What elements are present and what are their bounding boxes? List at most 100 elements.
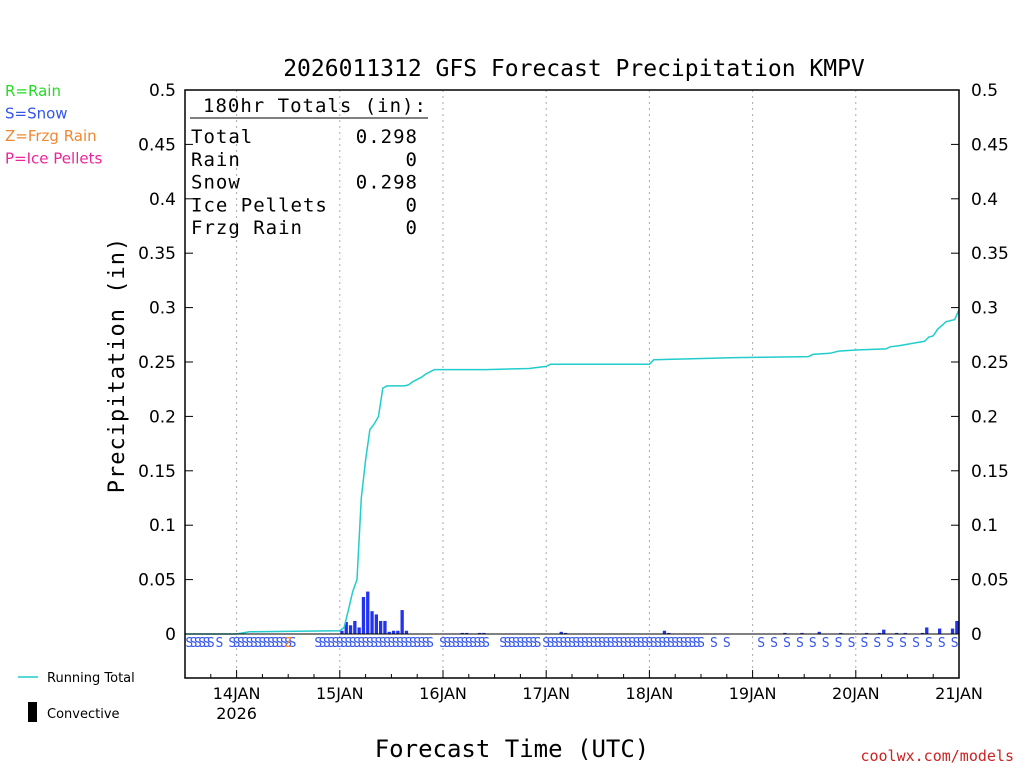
grid: [236, 90, 857, 678]
snow-mark: S: [319, 636, 327, 651]
snow-mark: S: [392, 636, 400, 651]
snow-mark: S: [581, 636, 589, 651]
hourly-bars: [340, 591, 959, 634]
totals-row-value: 0: [406, 149, 418, 171]
snow-mark: S: [443, 636, 451, 651]
snow-mark: S: [387, 636, 395, 651]
snow-mark: S: [848, 636, 856, 651]
precip-bar: [882, 629, 886, 634]
snow-mark: S: [258, 636, 266, 651]
precip-bar: [925, 627, 929, 634]
snow-mark: S: [284, 636, 292, 651]
snow-mark: S: [564, 636, 572, 651]
convective-legend-swatch: [28, 702, 37, 722]
snow-mark: S: [633, 636, 641, 651]
snow-mark: S: [482, 636, 490, 651]
snow-mark: S: [688, 636, 696, 651]
precip-bar: [400, 610, 404, 634]
snow-mark: S: [340, 636, 348, 651]
y-ticks: 0 00.05 0.050.1 0.10.15 0.150.2 0.20.25 0.250.…: [138, 81, 1009, 645]
snow-mark: S: [796, 636, 804, 651]
snow-mark: S: [925, 636, 933, 651]
snow-mark: S: [349, 636, 357, 651]
snow-mark: S: [250, 636, 258, 651]
snow-mark: S: [951, 636, 959, 651]
snow-mark: S: [362, 636, 370, 651]
snow-mark: S: [886, 636, 894, 651]
snow-mark: S: [190, 636, 198, 651]
type-legend-item: P=Ice Pellets: [5, 150, 102, 168]
snow-mark: S: [547, 636, 555, 651]
snow-mark: S: [461, 636, 469, 651]
snow-mark: S: [641, 636, 649, 651]
snow-mark: S: [899, 636, 907, 651]
snow-mark: S: [658, 636, 666, 651]
snow-mark: S: [624, 636, 632, 651]
snow-mark: S: [938, 636, 946, 651]
y-tick-label-right: 0.1: [971, 516, 998, 536]
precip-bar: [667, 632, 671, 634]
type-legend-item: S=Snow: [5, 105, 68, 123]
precip-bar: [366, 591, 370, 634]
totals-row-value: 0.298: [356, 126, 418, 148]
snow-mark: S: [448, 636, 456, 651]
x-tick-label: 18JAN: [626, 684, 674, 703]
snow-mark: S: [555, 636, 563, 651]
plot-frame: [184, 89, 960, 679]
snow-mark: S: [615, 636, 623, 651]
snow-mark: S: [289, 636, 297, 651]
precip-bar: [348, 625, 353, 634]
precip-bar: [938, 628, 942, 634]
snow-mark: S: [409, 636, 417, 651]
snow-mark: S: [757, 636, 765, 651]
snow-mark: S: [783, 636, 791, 651]
snow-mark: S: [332, 636, 340, 651]
y-tick-label-left: 0.05: [138, 571, 176, 591]
precip-bar: [344, 622, 348, 634]
precip-type-legend: R=Rain S=Snow Z=Frzg Rain P=Ice Pellets: [5, 82, 102, 168]
snow-mark: S: [809, 636, 817, 651]
snow-mark: S: [499, 636, 507, 651]
snow-mark: S: [375, 636, 383, 651]
snow-mark: S: [516, 636, 524, 651]
snow-mark: S: [185, 636, 193, 651]
totals-row-label: Rain: [191, 149, 241, 171]
snow-mark: S: [667, 636, 675, 651]
y-tick-label-right: 0.45: [971, 135, 1009, 155]
precip-bar: [357, 627, 361, 634]
snow-mark: S: [426, 636, 434, 651]
x-tick-label: 17JAN: [522, 684, 570, 703]
snow-mark: S: [267, 636, 275, 651]
totals-row-value: 0: [406, 217, 418, 239]
totals-header: 180hr Totals (in):: [203, 95, 427, 117]
x-tick-label: 19JAN: [729, 684, 777, 703]
precip-bar: [817, 631, 821, 634]
snow-mark: S: [478, 636, 486, 651]
precip-bar: [477, 632, 482, 634]
snow-mark: S: [529, 636, 537, 651]
convective-legend-label: Convective: [47, 707, 120, 722]
snow-mark: S: [822, 636, 830, 651]
snow-mark: S: [203, 636, 211, 651]
y-tick-label-right: 0.25: [971, 353, 1009, 373]
x-tick-label: 16JAN: [419, 684, 467, 703]
snow-mark: S: [671, 636, 679, 651]
y-tick-label-left: 0.45: [138, 135, 176, 155]
y-tick-label-left: 0.4: [149, 190, 176, 210]
snow-mark: S: [602, 636, 610, 651]
snow-mark: S: [680, 636, 688, 651]
x-tick-label: 21JAN: [935, 684, 983, 703]
snow-mark: S: [323, 636, 331, 651]
snow-mark: S: [194, 636, 202, 651]
snow-mark: S: [344, 636, 352, 651]
snow-mark: S: [314, 636, 322, 651]
snow-mark: S: [650, 636, 658, 651]
snow-mark: S: [357, 636, 365, 651]
y-tick-label-right: 0: [971, 625, 982, 645]
snow-mark: S: [594, 636, 602, 651]
precip-bar: [839, 632, 843, 634]
precip-bar: [783, 632, 787, 634]
snow-mark: S: [422, 636, 430, 651]
snow-mark: S: [418, 636, 426, 651]
